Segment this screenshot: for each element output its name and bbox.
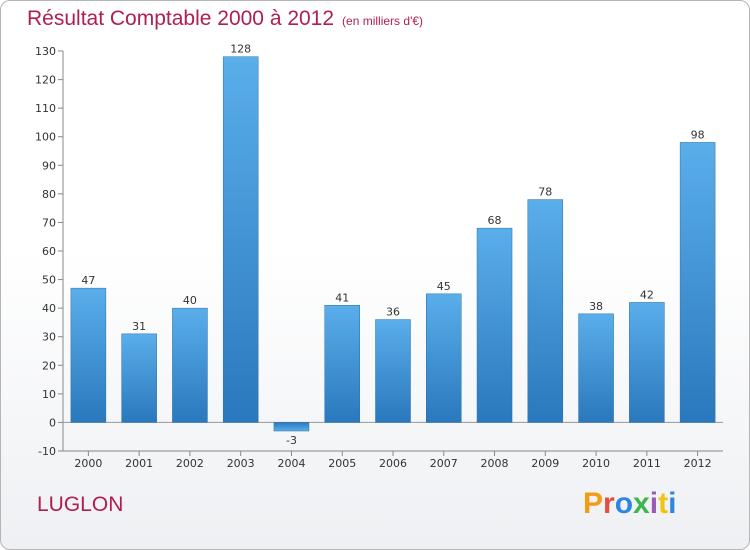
bar-2009 <box>527 199 564 423</box>
bar-2003 <box>222 56 259 423</box>
data-label: 38 <box>589 300 603 313</box>
logo-letter: i <box>668 487 677 520</box>
y-tick-label: 30 <box>42 331 56 344</box>
bar-2000 <box>70 287 107 423</box>
bar-2012 <box>679 142 716 423</box>
x-tick-label: 2012 <box>684 457 712 470</box>
data-label: 42 <box>640 288 654 301</box>
data-label: 31 <box>132 320 146 333</box>
x-tick-label: 2011 <box>633 457 661 470</box>
data-label: 40 <box>183 294 197 307</box>
bar-2006 <box>375 319 411 423</box>
bar-2008 <box>476 227 513 423</box>
x-tick-label: 2004 <box>277 457 305 470</box>
x-tick-label: 2007 <box>430 457 458 470</box>
x-tick-label: 2000 <box>74 457 102 470</box>
y-tick-label: 110 <box>35 102 56 115</box>
y-tick-label: 130 <box>35 45 56 58</box>
y-tick-label: 90 <box>42 159 56 172</box>
y-tick-label: -10 <box>38 445 56 458</box>
bar-2005 <box>324 305 360 423</box>
y-tick-label: 80 <box>42 188 56 201</box>
x-tick-label: 2001 <box>125 457 153 470</box>
x-tick-label: 2010 <box>582 457 610 470</box>
chart-subtitle: (en milliers d'€) <box>342 14 424 28</box>
y-tick-label: 40 <box>42 302 56 315</box>
data-label: 45 <box>437 280 451 293</box>
data-label: -3 <box>286 434 297 447</box>
y-tick-label: 50 <box>42 274 56 287</box>
x-tick-label: 2008 <box>481 457 509 470</box>
y-tick-label: 0 <box>49 416 56 429</box>
chart-title: Résultat Comptable 2000 à 2012 <box>27 7 335 30</box>
logo-letter: o <box>614 487 634 520</box>
x-tick-label: 2006 <box>379 457 407 470</box>
y-tick-label: 60 <box>42 245 56 258</box>
x-tick-label: 2002 <box>176 457 204 470</box>
data-label: 128 <box>230 43 251 56</box>
town-name: LUGLON <box>37 493 124 516</box>
logo-letter: x <box>633 487 650 520</box>
x-tick-label: 2005 <box>328 457 356 470</box>
data-label: 98 <box>691 128 705 141</box>
data-label: 47 <box>81 274 95 287</box>
data-label: 68 <box>488 214 502 227</box>
proxiti-logo: Proxiti <box>583 487 676 521</box>
y-tick-label: 70 <box>42 216 56 229</box>
bar-2002 <box>172 307 208 423</box>
bar-2011 <box>629 302 665 423</box>
logo-letter: t <box>658 487 669 520</box>
x-tick-label: 2003 <box>227 457 255 470</box>
y-tick-label: 10 <box>42 388 56 401</box>
logo-letter: r <box>603 487 615 520</box>
y-tick-label: 120 <box>35 74 56 87</box>
logo-letter: P <box>583 487 604 520</box>
bar-2004 <box>273 422 310 432</box>
x-tick-label: 2009 <box>531 457 559 470</box>
y-tick-label: 20 <box>42 359 56 372</box>
data-label: 36 <box>386 306 400 319</box>
chart-title-block: Résultat Comptable 2000 à 2012 (en millie… <box>27 7 423 31</box>
data-label: 78 <box>538 186 552 199</box>
data-label: 41 <box>335 291 349 304</box>
y-tick-label: 100 <box>35 131 56 144</box>
bar-2001 <box>121 333 157 423</box>
bar-2010 <box>578 313 614 423</box>
logo-letter: i <box>649 487 659 520</box>
bar-2007 <box>426 293 462 423</box>
